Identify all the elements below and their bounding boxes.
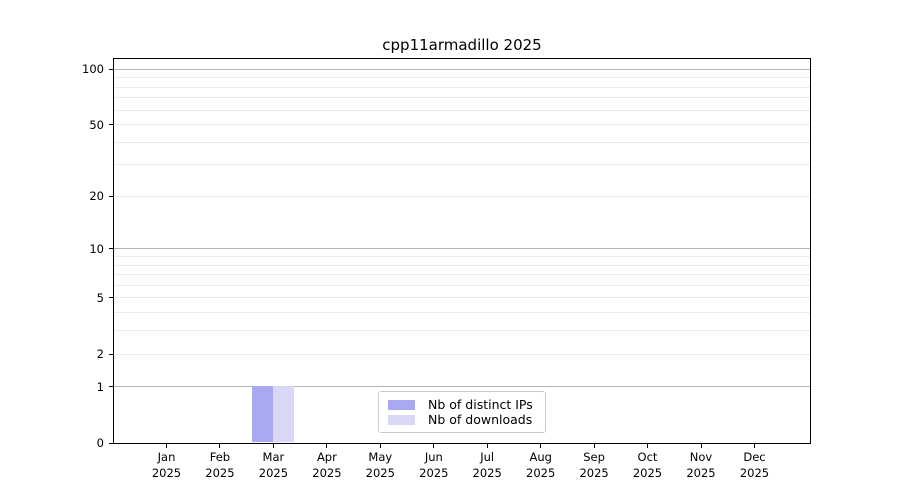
x-tick-label: Apr 2025	[295, 449, 359, 481]
x-tick-mark	[486, 444, 488, 448]
y-tick-mark	[109, 442, 114, 444]
x-tick-label: May 2025	[348, 449, 412, 481]
plot-area	[113, 58, 811, 444]
gridline-major	[114, 248, 810, 250]
x-tick-year: 2025	[686, 466, 716, 480]
x-tick-mark	[379, 444, 381, 448]
gridline-minor	[114, 141, 810, 143]
gridline-minor	[114, 330, 810, 332]
gridline-minor	[114, 195, 810, 197]
x-tick-mark	[433, 444, 435, 448]
x-tick-year: 2025	[739, 466, 770, 480]
gridline-minor	[114, 297, 810, 299]
y-tick-mark	[109, 195, 114, 197]
gridline-minor	[114, 124, 810, 125]
x-tick-year: 2025	[472, 466, 502, 480]
chart-title: cpp11armadillo 2025	[382, 36, 542, 54]
y-tick-mark	[109, 297, 114, 299]
x-tick-year: 2025	[258, 466, 289, 480]
x-tick-year: 2025	[151, 466, 182, 480]
x-tick-mark	[700, 444, 702, 448]
y-tick-label: 0	[96, 436, 104, 450]
gridline-minor	[114, 264, 810, 266]
legend-label-distinct-ips: Nb of distinct IPs	[428, 397, 533, 412]
gridline-minor	[114, 353, 810, 355]
y-tick-mark	[109, 68, 114, 70]
x-tick-year: 2025	[312, 466, 342, 480]
y-tick-mark	[109, 386, 114, 388]
gridline-minor	[114, 77, 810, 79]
x-tick-mark	[754, 444, 755, 448]
bar-distinct-ips	[251, 386, 273, 443]
y-tick-label: 50	[89, 117, 104, 132]
x-tick-year: 2025	[632, 466, 663, 480]
gridline-major	[114, 386, 810, 388]
x-tick-mark	[166, 444, 167, 448]
x-tick-mark	[647, 444, 648, 448]
gridline-minor	[114, 284, 810, 286]
legend-swatch-distinct-ips	[388, 399, 415, 410]
x-tick-label: Nov 2025	[669, 449, 733, 481]
gridline-minor	[114, 312, 810, 314]
gridline-minor	[114, 256, 810, 257]
x-tick-year: 2025	[365, 466, 395, 480]
gridline-minor	[114, 86, 810, 88]
x-tick-label: Jun 2025	[402, 449, 466, 481]
y-tick-label: 100	[82, 62, 104, 77]
x-tick-mark	[593, 444, 595, 448]
legend: Nb of distinct IPs Nb of downloads	[378, 391, 546, 433]
x-tick-mark	[272, 444, 274, 448]
y-tick-mark	[109, 353, 114, 355]
y-tick-label: 1	[96, 379, 104, 394]
gridline-major	[114, 68, 810, 70]
legend-swatch-downloads	[388, 414, 415, 425]
y-tick-mark	[109, 124, 114, 125]
x-tick-label: Jan 2025	[135, 449, 199, 481]
x-tick-label: Mar 2025	[241, 449, 305, 481]
x-tick-label: Aug 2025	[509, 449, 573, 481]
x-tick-label: Jul 2025	[455, 449, 519, 481]
x-tick-year: 2025	[205, 466, 235, 480]
legend-label-downloads: Nb of downloads	[428, 412, 533, 427]
gridline-minor	[114, 97, 810, 99]
y-tick-label: 5	[96, 290, 104, 305]
gridline-minor	[114, 274, 810, 276]
x-tick-mark	[540, 444, 542, 448]
x-tick-year: 2025	[419, 466, 449, 480]
x-tick-label: Sep 2025	[562, 449, 626, 481]
x-tick-label: Dec 2025	[723, 449, 787, 481]
x-tick-label: Oct 2025	[616, 449, 680, 481]
y-tick-mark	[109, 248, 114, 250]
bar-downloads	[272, 386, 294, 443]
y-tick-label: 2	[96, 347, 104, 361]
y-tick-label: 10	[89, 241, 104, 256]
x-tick-mark	[219, 444, 221, 448]
gridline-minor	[114, 164, 810, 166]
x-tick-label: Feb 2025	[188, 449, 252, 481]
x-tick-year: 2025	[526, 466, 556, 480]
gridline-minor	[114, 109, 810, 111]
legend-item-downloads: Nb of downloads	[388, 412, 536, 427]
y-tick-label: 20	[89, 189, 104, 204]
x-tick-mark	[326, 444, 328, 448]
legend-item-distinct-ips: Nb of distinct IPs	[388, 397, 536, 412]
x-tick-year: 2025	[579, 466, 609, 480]
